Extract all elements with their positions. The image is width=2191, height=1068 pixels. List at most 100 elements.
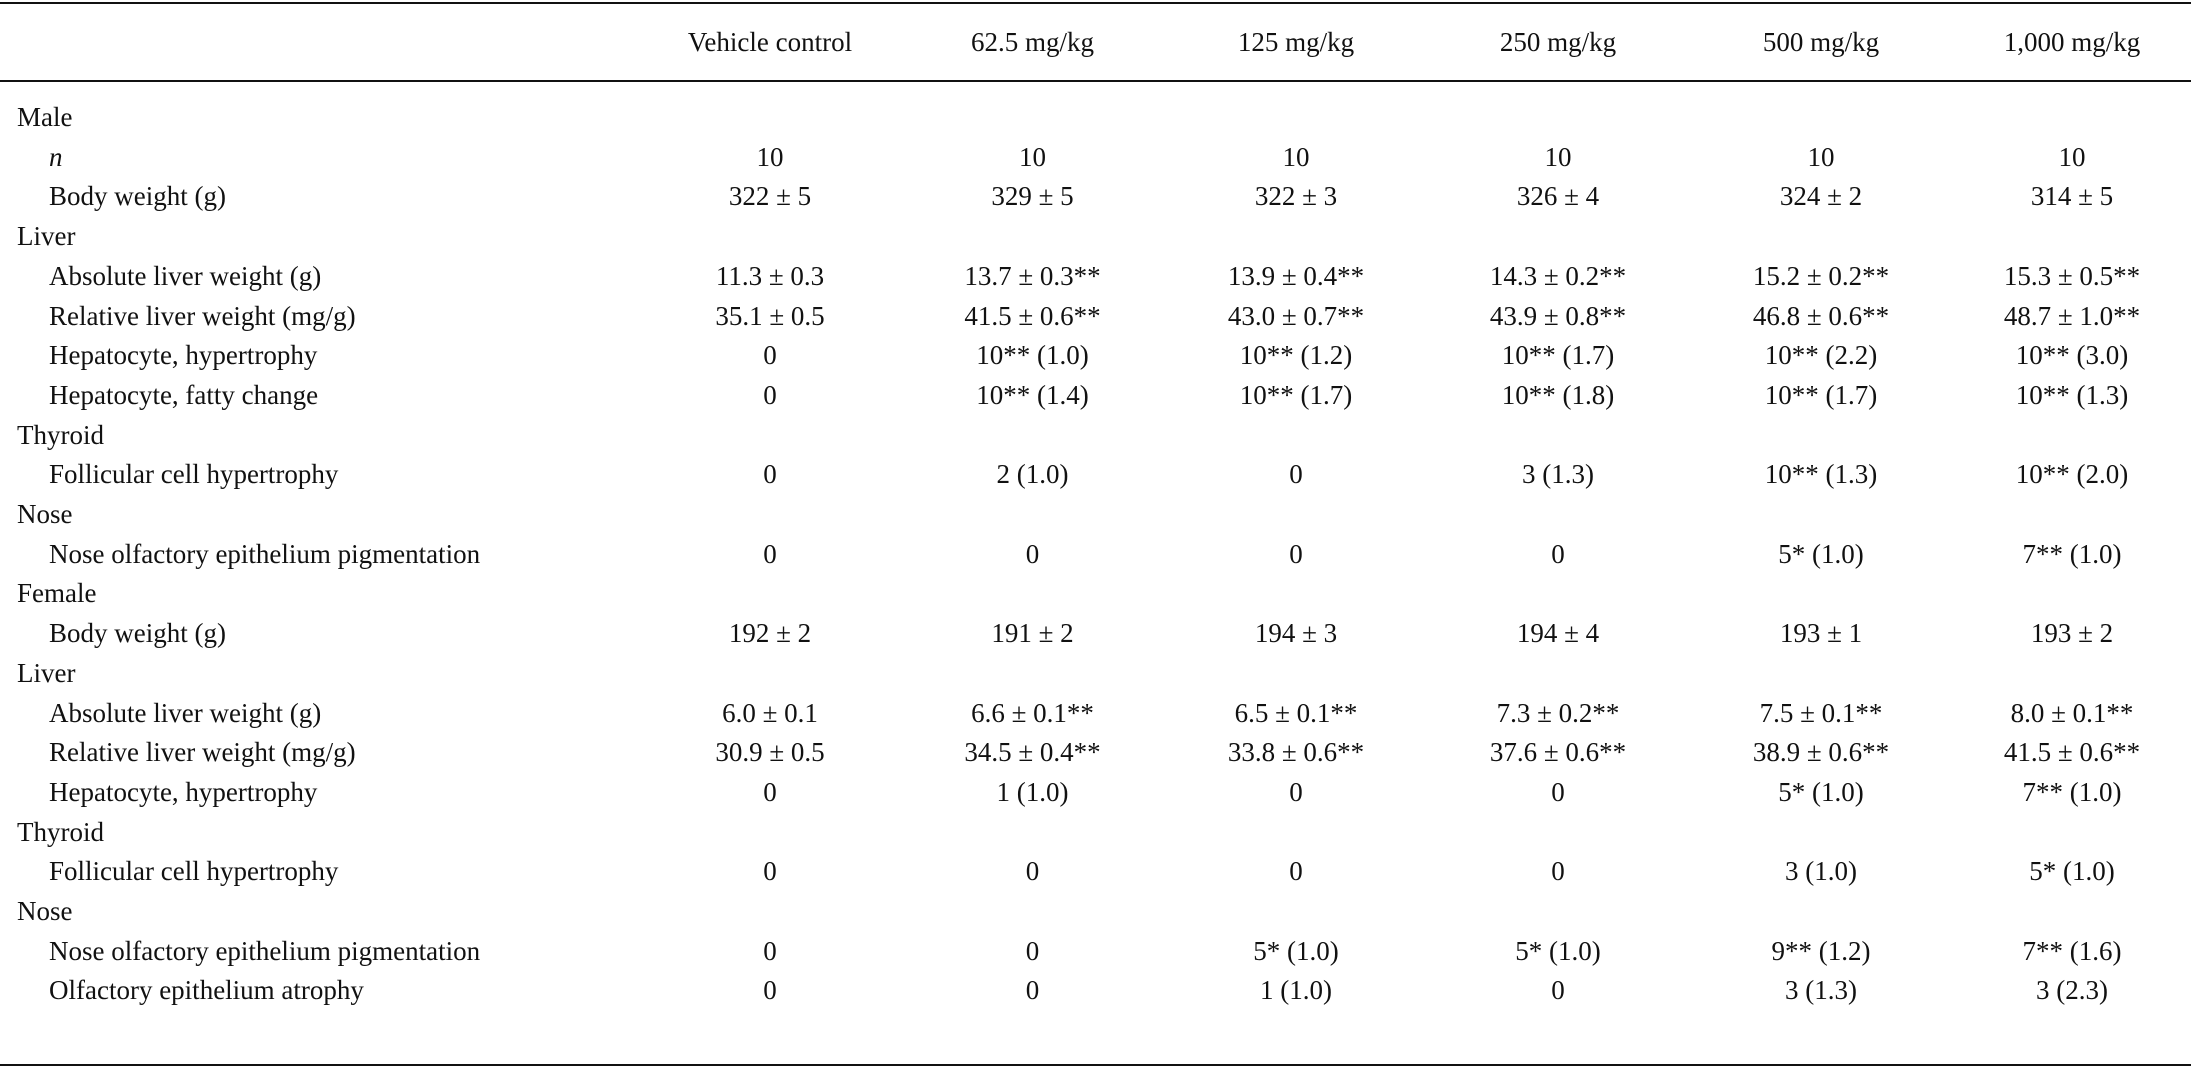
section-label: Liver [17, 657, 76, 688]
section-row: Female [0, 574, 2191, 614]
table-cell: 5* (1.0) [1778, 776, 1864, 807]
table-cell [1427, 416, 1689, 456]
table-cell: 43.9 ± 0.8** [1489, 300, 1627, 331]
table-top-rule [0, 2, 2191, 4]
section-label: Male [17, 102, 73, 132]
table-header-rule [0, 80, 2191, 82]
table-cell: 0 [763, 459, 777, 490]
table-cell: 10 [1807, 141, 1835, 172]
table-cell: 10** (2.2) [1764, 340, 1878, 371]
table-cell [1689, 416, 1953, 456]
row-label: Relative liver weight (mg/g) [49, 300, 356, 331]
table-cell [640, 416, 900, 456]
table-cell: 0 [1289, 538, 1303, 569]
table-cell: 0 [1025, 538, 1040, 569]
table-cell: 10 [1282, 141, 1310, 172]
table-row: Follicular cell hypertrophy 0 2 (1.0) 0 3 (1… [0, 455, 2191, 495]
table-cell: 13.9 ± 0.4** [1227, 260, 1365, 291]
table-cell: 33.8 ± 0.6** [1227, 737, 1365, 768]
table-row: Nose olfactory epithelium pigmentation 0 0… [0, 535, 2191, 575]
row-label: Absolute liver weight (g) [49, 697, 322, 728]
table-cell: 10** (1.8) [1501, 379, 1615, 410]
table-cell: 10** (1.3) [2015, 379, 2129, 410]
table-cell [1427, 574, 1689, 614]
table-cell: 14.3 ± 0.2** [1489, 260, 1627, 291]
table-cell: 314 ± 5 [2030, 181, 2114, 212]
table-cell [640, 98, 900, 138]
table-cell [640, 217, 900, 257]
row-label: Hepatocyte, fatty change [49, 379, 319, 410]
table-cell [1689, 892, 1953, 932]
table-cell [900, 813, 1165, 853]
table-cell [640, 495, 900, 535]
section-row: Liver [0, 217, 2191, 257]
table-cell: 35.1 ± 0.5 [715, 300, 825, 331]
table-cell: 0 [763, 379, 777, 410]
header-dose-125: 125 mg/kg [1237, 27, 1355, 57]
table-cell: 7** (1.0) [2022, 776, 2122, 807]
table-body: Male n 10 10 10 10 10 10 Body weight (g) 322 ± 5 3… [0, 98, 2191, 1011]
table-cell: 10 [756, 141, 784, 172]
row-label: Hepatocyte, hypertrophy [49, 340, 318, 371]
table-cell: 0 [763, 776, 777, 807]
header-dose-1000: 1,000 mg/kg [2003, 27, 2141, 57]
table-cell: 46.8 ± 0.6** [1752, 300, 1890, 331]
table-cell [1427, 495, 1689, 535]
table-row: Hepatocyte, fatty change 0 10** (1.4) 10** … [0, 376, 2191, 416]
table-cell [1953, 654, 2191, 694]
row-label: Nose olfactory epithelium pigmentation [49, 538, 481, 569]
table-cell: 1 (1.0) [1260, 975, 1332, 1006]
table-cell: 37.6 ± 0.6** [1489, 737, 1627, 768]
table-cell: 322 ± 3 [1254, 181, 1338, 212]
table-cell: 10** (1.3) [1764, 459, 1878, 490]
table-cell: 0 [763, 975, 777, 1006]
table-row: Body weight (g) 192 ± 2 191 ± 2 194 ± 3 194 … [0, 614, 2191, 654]
table-cell [640, 813, 900, 853]
section-label: Liver [17, 221, 76, 252]
section-row: Nose [0, 495, 2191, 535]
table-cell: 194 ± 4 [1516, 618, 1600, 649]
row-label: Follicular cell hypertrophy [49, 856, 339, 887]
table-cell: 10** (1.7) [1764, 379, 1878, 410]
table-cell [1953, 495, 2191, 535]
table-cell [900, 892, 1165, 932]
table-cell: 5* (1.0) [1253, 935, 1339, 966]
table-cell: 10** (3.0) [2015, 340, 2129, 371]
header-dose-500: 500 mg/kg [1762, 27, 1880, 57]
table-cell: 3 (2.3) [2036, 975, 2108, 1006]
table-row: Relative liver weight (mg/g) 35.1 ± 0.5 41… [0, 297, 2191, 337]
table-cell [1165, 495, 1427, 535]
table-cell [900, 574, 1165, 614]
table-cell: 324 ± 2 [1779, 181, 1863, 212]
table-cell: 0 [1551, 975, 1565, 1006]
row-label: n [49, 141, 63, 172]
table-cell: 10** (1.4) [976, 379, 1089, 410]
section-row: Nose [0, 892, 2191, 932]
table-cell: 5* (1.0) [1515, 935, 1601, 966]
table-row: Absolute liver weight (g) 6.0 ± 0.1 6.6 ± … [0, 694, 2191, 734]
section-label: Nose [17, 896, 73, 927]
table-cell: 329 ± 5 [991, 181, 1074, 212]
table-cell: 10 [2058, 141, 2086, 172]
table-cell [1953, 813, 2191, 853]
table-cell: 7.5 ± 0.1** [1759, 697, 1883, 728]
table-cell [1165, 892, 1427, 932]
table-row: Follicular cell hypertrophy 0 0 0 0 3 (1.0) 5*… [0, 852, 2191, 892]
table-cell: 5* (1.0) [1778, 538, 1864, 569]
table-bottom-rule [0, 1064, 2191, 1066]
table-cell [1689, 574, 1953, 614]
table-cell: 38.9 ± 0.6** [1752, 737, 1890, 768]
table-cell: 3 (1.3) [1522, 459, 1594, 490]
table-cell [1165, 98, 1427, 138]
table-cell [900, 217, 1165, 257]
table-cell: 0 [1289, 856, 1303, 887]
table-cell [640, 892, 900, 932]
table-cell [1165, 416, 1427, 456]
table-cell: 0 [763, 935, 777, 966]
table-cell: 194 ± 3 [1254, 618, 1338, 649]
section-label: Nose [17, 499, 73, 530]
table-row: Body weight (g) 322 ± 5 329 ± 5 322 ± 3 326 … [0, 177, 2191, 217]
table-cell: 6.6 ± 0.1** [971, 697, 1094, 728]
table-cell: 7** (1.0) [2022, 538, 2122, 569]
header-vehicle-control: Vehicle control [687, 27, 853, 57]
